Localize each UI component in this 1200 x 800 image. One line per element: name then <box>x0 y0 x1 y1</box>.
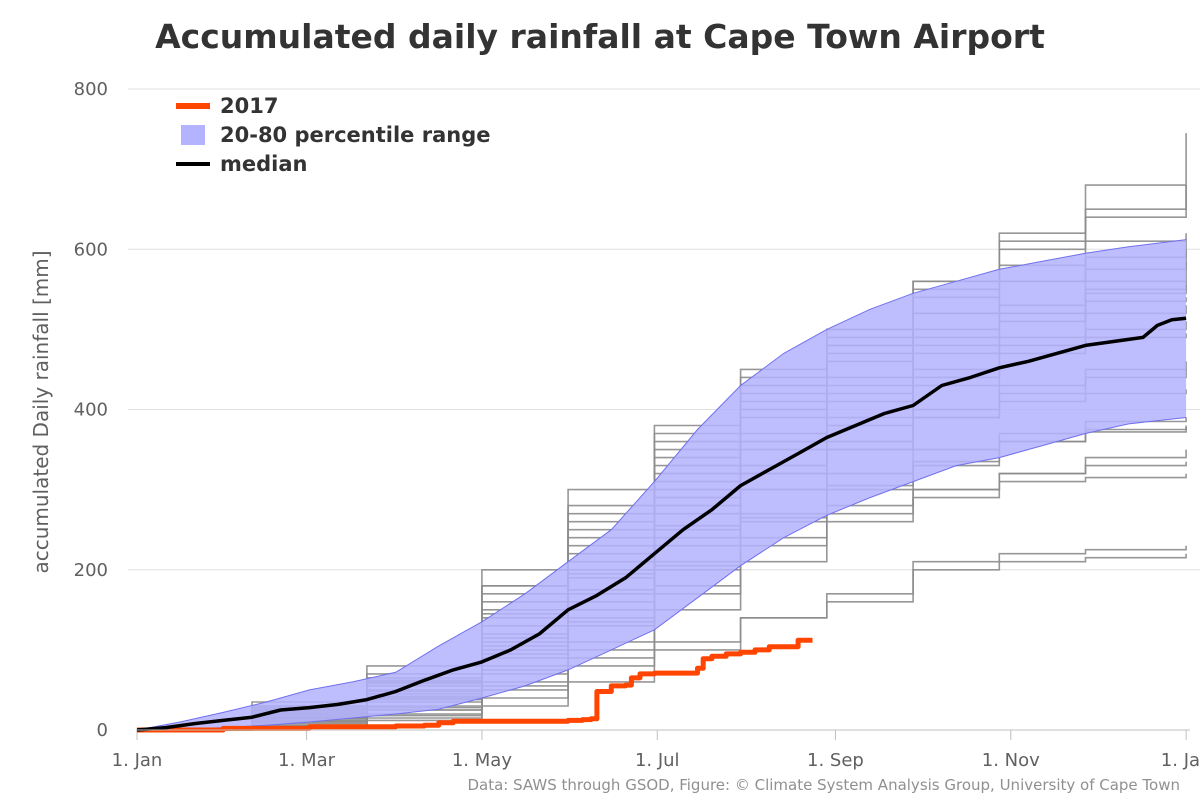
percentile-80-edge <box>136 239 1187 731</box>
legend-label: 2017 <box>220 94 278 118</box>
percentile-20-edge <box>136 417 1187 731</box>
series-2017-line <box>137 637 813 733</box>
y-tick-label: 800 <box>74 79 108 100</box>
legend[interactable]: 2017 20-80 percentile range median <box>176 94 491 176</box>
y-tick-label: 400 <box>74 400 108 421</box>
y-tick-label: 0 <box>97 720 108 741</box>
legend-item-median[interactable]: median <box>176 152 307 176</box>
legend-label: median <box>220 152 307 176</box>
x-tick-label: 1. Sep <box>807 750 864 771</box>
legend-symbol <box>181 125 205 145</box>
y-tick-labels: 0 200 400 600 800 <box>74 79 108 741</box>
y-axis-label: accumulated Daily rainfall [mm] <box>29 250 53 573</box>
legend-item-2017[interactable]: 2017 <box>176 94 278 118</box>
x-tick-label: 1. May <box>452 750 512 771</box>
x-tick-label: 1. Nov <box>982 750 1040 771</box>
legend-item-percentile[interactable]: 20-80 percentile range <box>181 123 491 147</box>
series-lines <box>136 316 1187 733</box>
x-tick-label: 1. Jul <box>635 750 680 771</box>
legend-label: 20-80 percentile range <box>220 123 491 147</box>
credit-text: Data: SAWS through GSOD, Figure: © Clima… <box>467 776 1180 794</box>
y-tick-label: 600 <box>74 239 108 260</box>
x-tick-label: 1. Jan <box>112 750 163 771</box>
x-tick-labels: 1. Jan 1. Mar 1. May 1. Jul 1. Sep 1. Nov 1. J… <box>112 730 1200 771</box>
median-line <box>136 316 1187 732</box>
y-tick-label: 200 <box>74 560 108 581</box>
chart-title: Accumulated daily rainfall at Cape Town … <box>155 17 1045 56</box>
percentile-band <box>136 239 1187 731</box>
percentile-band-area <box>137 239 1187 730</box>
x-tick-label: 1. Jan <box>1161 750 1200 771</box>
x-tick-label: 1. Mar <box>278 750 335 771</box>
